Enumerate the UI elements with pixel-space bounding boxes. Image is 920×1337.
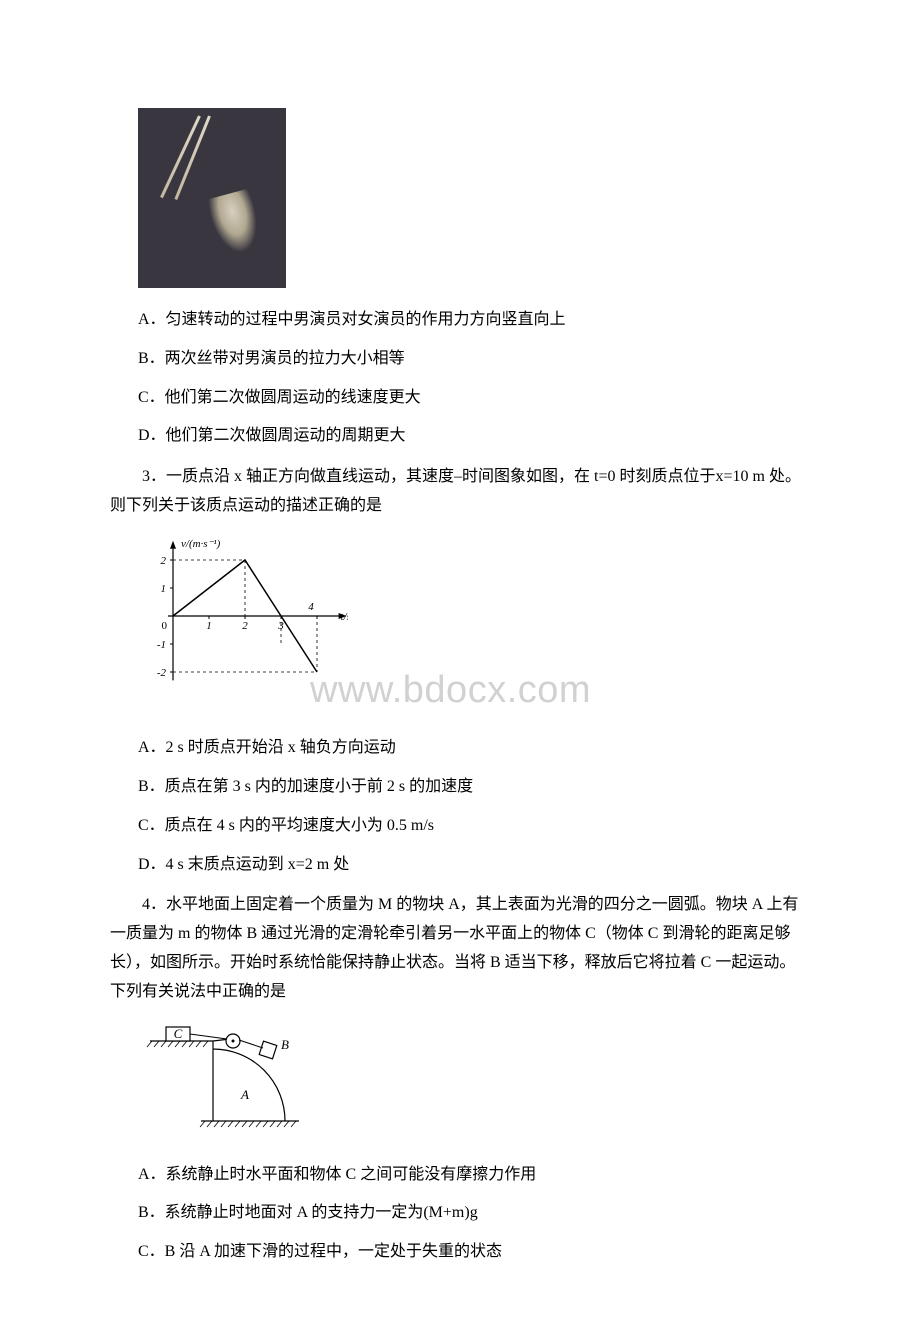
q3-option-a: A．2 s 时质点开始沿 x 轴负方向运动 [138, 734, 810, 763]
q3-chart: -2-11212340v/(m·s⁻¹)t/s [138, 531, 348, 701]
svg-text:C: C [174, 1026, 183, 1041]
q3-option-c: C．质点在 4 s 内的平均速度大小为 0.5 m/s [138, 812, 810, 841]
svg-text:A: A [240, 1087, 249, 1102]
svg-text:0: 0 [162, 620, 168, 632]
svg-text:t/s: t/s [341, 611, 348, 623]
watermark: www.bdocx.com [310, 656, 810, 724]
q3-option-b: B．质点在第 3 s 内的加速度小于前 2 s 的加速度 [138, 773, 810, 802]
q4-diagram: C B A [138, 1021, 348, 1141]
svg-text:2: 2 [242, 620, 248, 632]
svg-text:B: B [281, 1037, 289, 1052]
q2-image [138, 108, 286, 288]
q4-option-c: C．B 沿 A 加速下滑的过程中，一定处于失重的状态 [138, 1238, 810, 1267]
svg-text:-2: -2 [157, 667, 167, 679]
svg-text:v/(m·s⁻¹): v/(m·s⁻¹) [181, 538, 221, 550]
svg-text:2: 2 [161, 555, 167, 567]
q3-stem: 3．一质点沿 x 轴正方向做直线运动，其速度–时间图象如图，在 t=0 时刻质点… [110, 463, 810, 521]
q2-option-d: D．他们第二次做圆周运动的周期更大 [138, 422, 810, 451]
q4-option-b: B．系统静止时地面对 A 的支持力一定为(M+m)g [138, 1199, 810, 1228]
q4-stem: 4．水平地面上固定着一个质量为 M 的物块 A，其上表面为光滑的四分之一圆弧。物… [110, 891, 810, 1006]
q2-option-c: C．他们第二次做圆周运动的线速度更大 [138, 384, 810, 413]
acrobat-figure [206, 188, 265, 258]
svg-text:4: 4 [308, 601, 314, 613]
svg-text:1: 1 [161, 583, 167, 595]
q3-option-d: D．4 s 末质点运动到 x=2 m 处 [138, 851, 810, 880]
q2-option-b: B．两次丝带对男演员的拉力大小相等 [138, 345, 810, 374]
svg-text:1: 1 [206, 620, 212, 632]
q4-option-a: A．系统静止时水平面和物体 C 之间可能没有摩擦力作用 [138, 1161, 810, 1190]
q2-option-a: A．匀速转动的过程中男演员对女演员的作用力方向竖直向上 [138, 306, 810, 335]
svg-text:-1: -1 [157, 639, 166, 651]
